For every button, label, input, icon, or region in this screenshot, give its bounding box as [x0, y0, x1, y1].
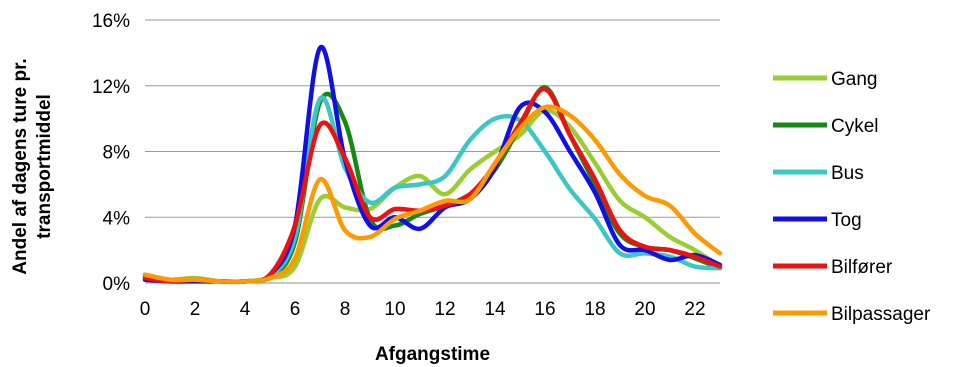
legend: Gang Cykel Bus Tog Bilfører Bilpassager	[773, 69, 931, 325]
legend-label-gang: Gang	[831, 69, 877, 90]
x-tick-label: 0	[140, 299, 151, 320]
legend-label-bilforer: Bilfører	[831, 257, 893, 278]
x-tick-label: 16	[534, 299, 555, 320]
series-lines	[142, 45, 723, 285]
y-tick-label: 12%	[92, 77, 130, 98]
y-axis-ticks: 0% 4% 8% 12% 16%	[92, 11, 130, 295]
series-line-bilpassager	[142, 104, 723, 284]
y-tick-label: 0%	[103, 274, 131, 295]
legend-label-tog: Tog	[831, 210, 862, 231]
x-tick-label: 12	[434, 299, 455, 320]
x-tick-label: 2	[190, 299, 201, 320]
legend-label-bus: Bus	[831, 163, 864, 184]
x-tick-label: 18	[584, 299, 605, 320]
x-tick-label: 10	[384, 299, 405, 320]
x-tick-label: 22	[684, 299, 705, 320]
legend-label-cykel: Cykel	[831, 116, 879, 137]
series-line-tog	[142, 45, 723, 285]
x-axis-ticks: 0 2 4 6 8 10 12 14 16 18 20 22	[140, 299, 706, 320]
x-tick-label: 6	[290, 299, 301, 320]
x-tick-label: 8	[340, 299, 351, 320]
legend-label-bilpassager: Bilpassager	[831, 304, 931, 325]
y-tick-label: 16%	[92, 11, 130, 32]
x-tick-label: 4	[240, 299, 251, 320]
y-axis-title-line-2: transportmiddel	[34, 94, 55, 239]
y-axis-title-line-1: Andel af dagens ture pr.	[10, 58, 31, 274]
x-axis-title: Afgangstime	[375, 344, 490, 365]
x-tick-label: 14	[484, 299, 506, 320]
y-tick-label: 8%	[103, 143, 131, 164]
y-axis-title: Andel af dagens ture pr. transportmiddel	[10, 58, 55, 274]
y-tick-label: 4%	[103, 208, 131, 229]
x-tick-label: 20	[634, 299, 655, 320]
